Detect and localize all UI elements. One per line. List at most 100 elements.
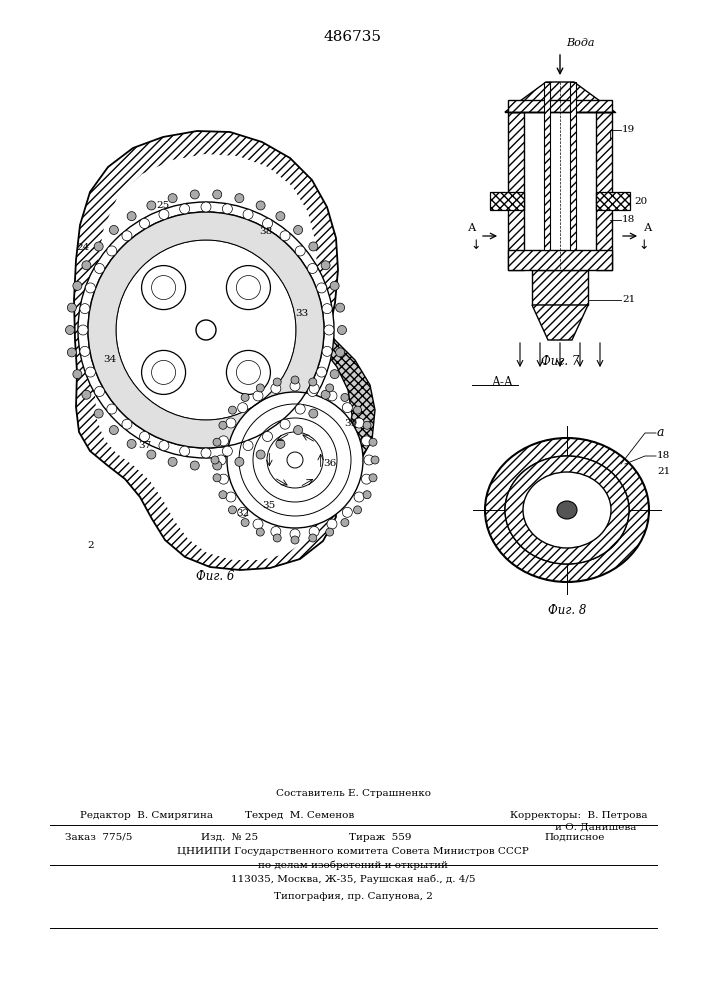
Circle shape (309, 384, 319, 394)
Circle shape (223, 446, 233, 456)
Circle shape (86, 283, 95, 293)
Text: 486735: 486735 (324, 30, 382, 44)
Circle shape (67, 348, 76, 357)
Text: 39: 39 (344, 418, 358, 428)
Text: 25: 25 (156, 200, 170, 210)
Circle shape (110, 225, 118, 234)
Text: 18: 18 (657, 452, 670, 460)
Circle shape (296, 246, 305, 256)
Bar (532, 270, 588, 305)
Circle shape (276, 212, 285, 221)
Text: Корректоры:  В. Петрова: Корректоры: В. Петрова (510, 811, 648, 820)
Circle shape (159, 209, 169, 219)
Text: 36: 36 (323, 460, 337, 468)
Circle shape (241, 393, 249, 401)
Circle shape (226, 492, 236, 502)
Circle shape (236, 276, 260, 300)
Text: Составитель Е. Страшненко: Составитель Е. Страшненко (276, 789, 431, 798)
Circle shape (78, 202, 334, 458)
Circle shape (324, 325, 334, 335)
Bar (544, 82, 550, 250)
Circle shape (239, 404, 351, 516)
Circle shape (354, 506, 361, 514)
Circle shape (80, 304, 90, 314)
Circle shape (326, 528, 334, 536)
Polygon shape (74, 131, 338, 570)
Circle shape (216, 455, 226, 465)
Circle shape (290, 529, 300, 539)
Circle shape (361, 474, 371, 484)
Circle shape (341, 519, 349, 527)
Circle shape (82, 261, 91, 270)
Circle shape (238, 507, 247, 517)
Circle shape (190, 190, 199, 199)
Circle shape (151, 276, 175, 300)
Text: ↓: ↓ (471, 239, 481, 252)
Circle shape (107, 404, 117, 414)
Circle shape (321, 390, 330, 399)
Circle shape (236, 360, 260, 384)
Bar (596, 192, 630, 210)
Circle shape (243, 441, 253, 451)
Circle shape (276, 439, 285, 448)
Text: 21: 21 (622, 296, 636, 304)
Bar (508, 112, 524, 270)
Bar (490, 192, 524, 210)
Text: 20: 20 (634, 196, 647, 206)
Circle shape (256, 450, 265, 459)
Circle shape (354, 418, 364, 428)
Circle shape (213, 461, 222, 470)
Bar (570, 82, 576, 250)
Circle shape (213, 190, 222, 199)
Circle shape (94, 409, 103, 418)
Text: 34: 34 (103, 356, 117, 364)
Text: 19: 19 (622, 125, 636, 134)
Circle shape (337, 326, 346, 334)
Circle shape (141, 266, 185, 310)
Circle shape (211, 456, 219, 464)
Circle shape (354, 492, 364, 502)
Circle shape (273, 534, 281, 542)
Ellipse shape (557, 501, 577, 519)
Circle shape (201, 202, 211, 212)
Circle shape (293, 225, 303, 234)
Circle shape (139, 432, 149, 442)
Circle shape (235, 194, 244, 203)
Circle shape (73, 281, 82, 290)
Circle shape (86, 367, 95, 377)
Circle shape (147, 201, 156, 210)
Text: 33: 33 (296, 310, 309, 318)
Circle shape (253, 418, 337, 502)
Circle shape (361, 436, 371, 446)
Polygon shape (505, 82, 615, 112)
Polygon shape (532, 305, 588, 340)
Circle shape (180, 204, 189, 214)
Text: ↓: ↓ (638, 239, 649, 252)
Text: 35: 35 (262, 502, 276, 510)
Circle shape (322, 346, 332, 356)
Circle shape (243, 209, 253, 219)
Circle shape (218, 436, 228, 446)
Circle shape (330, 281, 339, 290)
Circle shape (139, 218, 149, 228)
Circle shape (336, 303, 344, 312)
Circle shape (371, 456, 379, 464)
Circle shape (273, 378, 281, 386)
Circle shape (354, 406, 361, 414)
Circle shape (73, 370, 82, 379)
Circle shape (369, 438, 377, 446)
Circle shape (257, 528, 264, 536)
Text: Редактор  В. Смирягина: Редактор В. Смирягина (80, 811, 213, 820)
Ellipse shape (485, 438, 649, 582)
Circle shape (322, 304, 332, 314)
Polygon shape (95, 154, 317, 560)
Circle shape (223, 204, 233, 214)
Text: А: А (468, 223, 477, 233)
Text: 18: 18 (622, 216, 636, 225)
Circle shape (95, 386, 105, 396)
Circle shape (127, 439, 136, 448)
Circle shape (257, 384, 264, 392)
Circle shape (180, 446, 189, 456)
Circle shape (262, 218, 272, 228)
Text: 21: 21 (657, 468, 670, 477)
